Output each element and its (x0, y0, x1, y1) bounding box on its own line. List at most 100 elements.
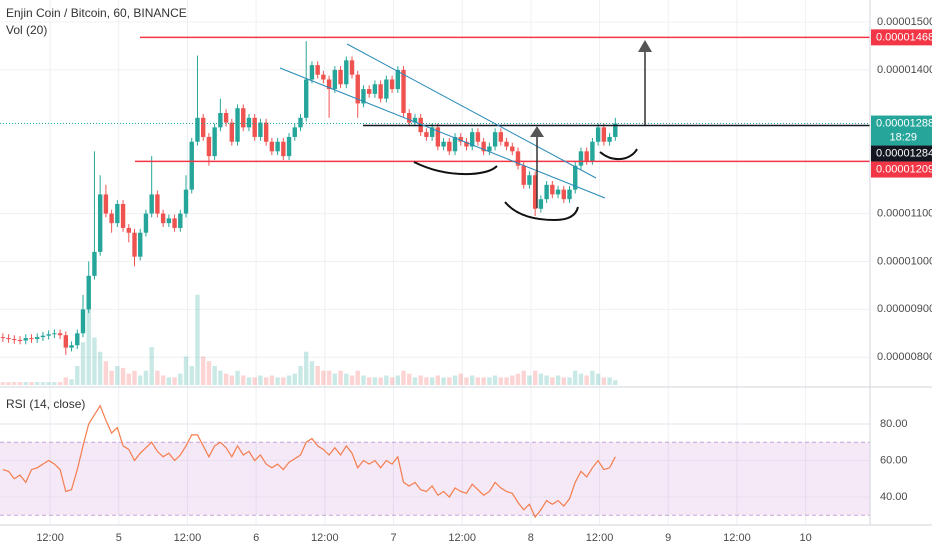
volume-bar (613, 380, 618, 385)
rsi-tick-label: 40.00 (880, 491, 908, 503)
rsi-band (0, 442, 870, 516)
volume-bar (206, 361, 212, 385)
volume-bar (441, 377, 446, 385)
volume-bar (332, 373, 338, 385)
candle-body (389, 79, 395, 90)
candle-body (338, 69, 343, 85)
volume-bar (481, 377, 486, 385)
candle-body (538, 199, 544, 209)
volume-bar (344, 373, 349, 385)
volume-bar (109, 370, 114, 385)
volume-bar (229, 375, 235, 385)
candle-body (309, 65, 315, 80)
volume-bar (298, 366, 303, 385)
candle-body (395, 69, 400, 90)
volume-bar (75, 366, 80, 385)
volume-bar (315, 366, 320, 385)
curve (504, 201, 579, 222)
candle-body (12, 339, 17, 341)
candle-body (378, 84, 383, 99)
chart-title: Enjin Coin / Bitcoin, 60, BINANCE (6, 6, 187, 20)
price-label: 0.00001209 (876, 163, 932, 175)
candle-body (132, 232, 137, 257)
price-label: 0.00001284 (876, 147, 932, 159)
volume-bar (40, 382, 46, 385)
x-tick-label: 9 (665, 532, 671, 544)
candle-body (412, 117, 418, 123)
candle-body (298, 117, 303, 128)
x-tick-label: 12:00 (174, 532, 202, 544)
volume-bar (166, 377, 172, 385)
candle-body (590, 141, 595, 161)
volume-bar (401, 370, 406, 385)
candle-body (223, 113, 229, 123)
volume-bar (304, 351, 309, 385)
candle-body (561, 189, 566, 200)
drawings (279, 40, 652, 222)
volume-bar (195, 294, 200, 385)
candle-body (212, 127, 217, 157)
volume-bar (521, 370, 526, 385)
candle-body (595, 127, 601, 142)
volume-bar (418, 375, 423, 385)
volume-bar (510, 375, 515, 385)
volume-bar (120, 367, 126, 385)
candle-body (326, 79, 332, 90)
candle-body (246, 117, 252, 128)
candle-body (492, 132, 498, 147)
candle-body (515, 151, 521, 166)
candle-body (521, 165, 526, 185)
candle-body (40, 335, 46, 338)
candle-body (120, 203, 126, 228)
arrow-head (530, 126, 544, 137)
candle-body (435, 127, 441, 147)
volume-bar (92, 337, 97, 385)
x-tick-label: 8 (528, 532, 534, 544)
rsi-tick-label: 60.00 (880, 454, 908, 466)
volume-bar (252, 377, 257, 385)
volume-bar (492, 375, 498, 385)
rsi-tick-label: 80.00 (880, 418, 908, 430)
candle-body (429, 127, 435, 137)
volume-bar (338, 370, 343, 385)
candle-body (573, 165, 578, 190)
candle-body (555, 189, 561, 195)
x-tick-label: 12:00 (586, 532, 614, 544)
volume-label: Vol (20) (6, 23, 47, 37)
rsi-title: RSI (14, close) (6, 397, 85, 411)
volume-bar (378, 377, 383, 385)
candle-body (258, 122, 263, 137)
grid (0, 0, 870, 525)
volume-bar (504, 377, 509, 385)
volume-bar (155, 370, 160, 385)
volume-bar (241, 375, 246, 385)
volume-bar (0, 382, 6, 385)
volume-bar (424, 377, 429, 385)
candle-body (206, 136, 212, 157)
volume-bar (189, 366, 194, 385)
volume-bar (29, 382, 34, 385)
volume-bar (6, 382, 11, 385)
volume-bar (429, 377, 435, 385)
candle-body (86, 275, 91, 310)
volume-bar (263, 377, 269, 385)
candle-body (126, 227, 131, 233)
candle-body (241, 108, 246, 128)
volume-bar (115, 366, 120, 385)
volume-bar (23, 382, 28, 385)
candle-body (292, 127, 297, 137)
candle-body (464, 141, 469, 147)
volume-bar (309, 361, 315, 385)
volume-bar (138, 375, 143, 385)
volume-bar (573, 370, 578, 385)
candle-body (69, 345, 74, 348)
candle-body (321, 74, 326, 80)
volume-bar (218, 370, 223, 385)
y-tick-label: 0.00000800 (877, 351, 932, 363)
y-tick-label: 0.00001000 (877, 255, 932, 267)
candle-body (183, 189, 189, 214)
price-label: 0.00001468 (876, 31, 932, 43)
volume-bar (349, 375, 355, 385)
candle-body (155, 194, 160, 214)
